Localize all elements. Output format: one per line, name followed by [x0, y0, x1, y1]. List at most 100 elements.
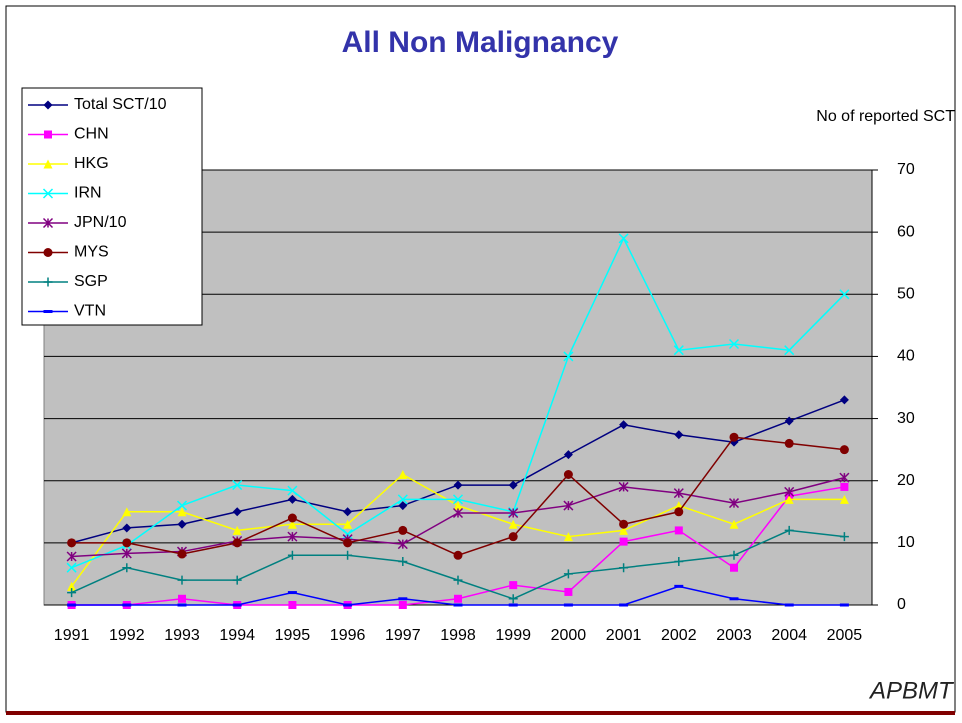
y-tick-label: 70 — [897, 161, 915, 178]
x-tick-label: 1995 — [275, 627, 311, 644]
legend-label: VTN — [74, 303, 106, 320]
marker — [398, 470, 408, 479]
marker — [674, 507, 684, 517]
marker — [176, 500, 188, 511]
marker — [508, 480, 518, 490]
marker — [43, 100, 53, 110]
x-tick-label: 2004 — [771, 627, 807, 644]
marker — [564, 587, 573, 596]
x-tick-label: 1992 — [109, 627, 145, 644]
marker — [177, 519, 187, 529]
marker — [784, 494, 794, 504]
x-tick-label: 2005 — [827, 627, 863, 644]
marker — [563, 569, 573, 579]
marker — [452, 507, 464, 519]
marker — [232, 480, 243, 491]
marker — [177, 575, 187, 585]
marker — [673, 345, 684, 356]
marker — [563, 450, 573, 460]
marker — [42, 217, 54, 229]
marker — [287, 485, 298, 496]
marker — [563, 532, 573, 542]
legend-box — [21, 87, 203, 326]
marker — [619, 420, 629, 430]
marker — [563, 351, 574, 362]
series — [67, 584, 849, 607]
marker — [43, 248, 53, 257]
marker — [398, 601, 407, 609]
marker — [453, 550, 463, 560]
x-tick-label: 1991 — [54, 627, 90, 644]
marker — [839, 395, 849, 405]
x-tick-label: 2001 — [606, 627, 642, 644]
marker — [67, 581, 77, 591]
x-tick-label: 1998 — [440, 627, 476, 644]
marker — [122, 523, 132, 533]
x-tick-label: 1996 — [330, 627, 366, 644]
marker — [453, 480, 463, 490]
marker — [232, 507, 242, 517]
marker — [398, 557, 408, 566]
chart-title: All Non Malignancy — [342, 26, 619, 59]
marker — [563, 500, 574, 511]
marker — [66, 551, 77, 562]
logo: APBMT — [868, 677, 955, 704]
y-tick-label: 60 — [897, 223, 915, 240]
marker — [453, 501, 463, 511]
x-tick-label: 1997 — [385, 627, 421, 644]
marker — [509, 581, 518, 590]
marker — [452, 494, 464, 505]
marker — [287, 494, 297, 504]
marker — [44, 130, 52, 139]
marker — [839, 445, 849, 455]
plot: 0 10 20 30 40 50 60 70 1991 1992 1993 1994 1995 1996 1… — [44, 161, 915, 644]
y-tick-label: 20 — [897, 472, 915, 489]
marker — [343, 507, 353, 517]
marker — [730, 563, 738, 572]
marker — [508, 519, 518, 529]
marker — [839, 532, 849, 542]
marker — [674, 557, 684, 566]
marker — [729, 519, 739, 529]
marker — [232, 575, 242, 585]
marker — [453, 575, 463, 585]
marker — [42, 188, 54, 199]
legend-label: JPN/10 — [74, 214, 127, 231]
marker — [397, 494, 408, 505]
marker — [728, 338, 740, 350]
marker — [343, 538, 353, 548]
marker — [784, 416, 794, 426]
marker — [287, 513, 297, 523]
marker — [619, 563, 629, 573]
axis-label: No of reported SCT — [816, 108, 955, 125]
marker — [398, 525, 408, 535]
x-tick-label: 1994 — [219, 627, 255, 644]
x-tick-label: 2002 — [661, 627, 697, 644]
x-tick-label: 2000 — [551, 627, 587, 644]
legend-label: Total SCT/10 — [74, 96, 167, 113]
marker — [508, 507, 519, 519]
x-tick-label: 1993 — [164, 627, 200, 644]
y-tick-label: 30 — [897, 410, 915, 427]
marker — [287, 531, 298, 542]
marker — [287, 519, 297, 529]
marker — [343, 550, 353, 560]
marker — [839, 472, 850, 483]
marker — [728, 498, 740, 509]
marker — [674, 526, 683, 535]
series — [67, 470, 849, 591]
series — [67, 432, 849, 560]
x-tick-label: 1999 — [495, 627, 531, 644]
marker — [43, 277, 53, 287]
y-tick-label: 0 — [897, 596, 906, 613]
marker — [784, 525, 794, 535]
bottom-rule — [6, 711, 955, 715]
marker — [784, 345, 795, 356]
legend-label: MYS — [74, 244, 109, 261]
marker — [178, 594, 186, 603]
marker — [287, 550, 297, 560]
y-tick-label: 40 — [897, 348, 915, 365]
marker — [67, 588, 77, 598]
marker — [729, 432, 739, 442]
marker — [43, 159, 53, 169]
